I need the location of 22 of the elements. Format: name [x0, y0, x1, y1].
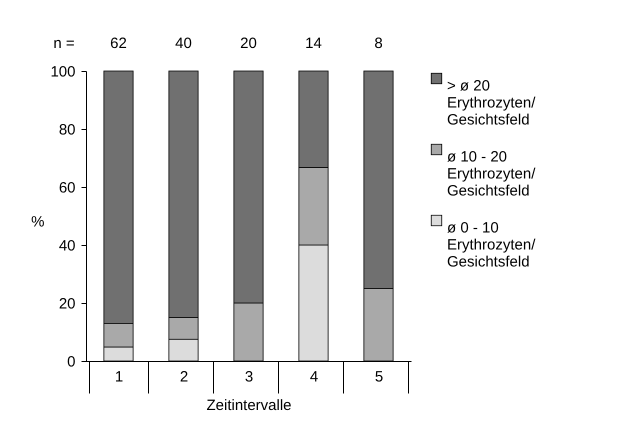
y-tick-label: 20	[58, 296, 76, 312]
legend-label: ø 10 - 20 Erythrozyten/ Gesichtsfeld	[447, 148, 536, 200]
x-tick-label: 1	[114, 368, 124, 386]
text: 40	[175, 35, 192, 52]
x-tick-label: 2	[180, 368, 188, 386]
text: 62	[110, 35, 127, 52]
y-axis-title: %	[31, 214, 44, 230]
x-tick-label: 4	[310, 368, 318, 386]
text: 8	[374, 35, 383, 52]
legend-label: ø 0 - 10 Erythrozyten/ Gesichtsfeld	[447, 220, 536, 270]
x-tick-label: 3	[244, 368, 254, 386]
text: n =	[53, 35, 75, 52]
y-tick-label: 80	[58, 122, 76, 138]
text: 20	[240, 35, 257, 52]
text: 14	[305, 35, 322, 52]
y-tick-label: 40	[58, 238, 76, 254]
legend-label: > ø 20 Erythrozyten/ Gesichtsfeld	[447, 78, 536, 128]
x-tick-label: 5	[374, 368, 384, 386]
x-axis-title: Zeitintervalle	[206, 397, 292, 414]
y-tick-label: 0	[67, 354, 76, 370]
y-tick-label: 100	[50, 64, 76, 80]
y-tick-label: 60	[58, 180, 76, 196]
